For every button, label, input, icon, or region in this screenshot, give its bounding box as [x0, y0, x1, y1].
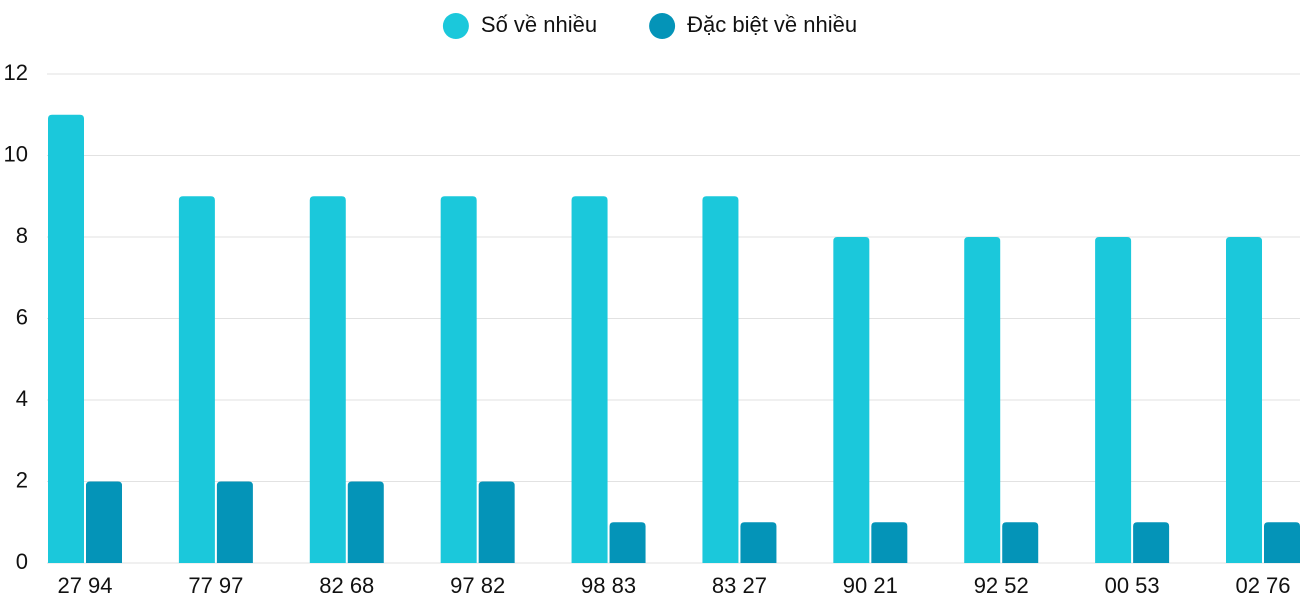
bar: [702, 196, 739, 563]
x-tick-label: 00 53: [1105, 573, 1160, 598]
bar: [216, 481, 253, 563]
bar: [347, 481, 384, 563]
x-tick-label: 92 52: [974, 573, 1029, 598]
bar: [964, 237, 1001, 563]
bar: [440, 196, 477, 563]
x-tick-label: 02 76: [1235, 573, 1290, 598]
y-tick-label: 12: [4, 60, 28, 85]
x-tick-label: 82 68: [319, 573, 374, 598]
legend-label: Đặc biệt về nhiều: [687, 12, 857, 37]
y-tick-label: 4: [16, 386, 28, 411]
bar: [1002, 522, 1039, 563]
legend-label: Số về nhiều: [481, 12, 597, 37]
bar: [178, 196, 215, 563]
legend-swatch: [442, 13, 469, 39]
bar: [1226, 237, 1262, 563]
bar: [609, 522, 646, 563]
x-tick-label: 83 27: [712, 573, 767, 598]
y-tick-label: 8: [16, 223, 28, 248]
bar: [86, 481, 122, 563]
bar: [1264, 522, 1300, 563]
bar: [833, 237, 870, 563]
bar: [1095, 237, 1132, 563]
legend: Số về nhiều Đặc biệt về nhiều: [442, 12, 857, 39]
x-tick-label: 27 94: [57, 573, 112, 598]
bar: [309, 196, 346, 563]
y-tick-label: 6: [16, 304, 28, 329]
bar: [48, 114, 84, 563]
x-tick-label: 90 21: [843, 573, 898, 598]
y-tick-label: 10: [4, 141, 28, 166]
bar: [871, 522, 908, 563]
bar: [740, 522, 777, 563]
x-tick-label: 97 82: [450, 573, 505, 598]
bar: [1133, 522, 1170, 563]
x-tick-label: 98 83: [581, 573, 636, 598]
y-tick-label: 2: [16, 467, 28, 492]
y-tick-label: 0: [16, 549, 28, 574]
bar: [571, 196, 608, 563]
bar: [478, 481, 515, 563]
x-tick-label: 77 97: [188, 573, 243, 598]
legend-swatch: [649, 13, 676, 39]
